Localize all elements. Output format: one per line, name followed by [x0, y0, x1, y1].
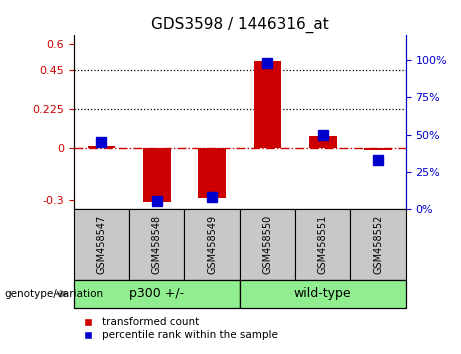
Bar	[295, 209, 350, 280]
Bar	[129, 209, 184, 280]
Text: GSM458548: GSM458548	[152, 215, 162, 274]
Bar	[364, 148, 392, 150]
Bar	[240, 209, 295, 280]
Text: GSM458551: GSM458551	[318, 215, 328, 274]
Bar	[198, 148, 226, 199]
Text: genotype/variation: genotype/variation	[5, 289, 104, 299]
Title: GDS3598 / 1446316_at: GDS3598 / 1446316_at	[151, 16, 329, 33]
Text: GSM458547: GSM458547	[96, 215, 106, 274]
Text: p300 +/-: p300 +/-	[129, 287, 184, 300]
Bar	[74, 209, 129, 280]
Text: GSM458552: GSM458552	[373, 215, 383, 274]
Text: wild-type: wild-type	[294, 287, 351, 300]
Bar	[350, 209, 406, 280]
Text: GSM458549: GSM458549	[207, 215, 217, 274]
Bar	[254, 62, 281, 148]
Bar	[240, 280, 406, 308]
Text: GSM458550: GSM458550	[262, 215, 272, 274]
Bar	[88, 147, 115, 148]
Bar	[74, 280, 240, 308]
Legend: transformed count, percentile rank within the sample: transformed count, percentile rank withi…	[79, 313, 282, 345]
Bar	[143, 148, 171, 202]
Bar	[184, 209, 240, 280]
Bar	[309, 136, 337, 148]
